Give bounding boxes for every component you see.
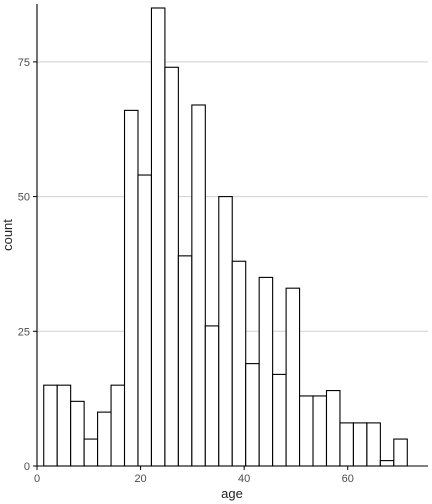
axes <box>36 4 428 467</box>
histogram-bar-4 <box>97 411 112 467</box>
histogram-bar-0 <box>43 384 58 467</box>
y-axis-title: count <box>0 219 15 251</box>
histogram-bar-22 <box>339 422 354 467</box>
histogram-bar-2 <box>70 400 85 467</box>
x-tick-label-60: 60 <box>342 473 354 485</box>
histogram-bar-15 <box>245 363 260 467</box>
histogram-bar-13 <box>218 196 233 467</box>
histogram-bars <box>43 7 408 467</box>
x-tick-label-40: 40 <box>238 473 250 485</box>
histogram-bar-20 <box>312 395 328 467</box>
y-tick-label-75: 75 <box>18 57 30 69</box>
histogram-bar-18 <box>285 287 301 467</box>
y-tick-label-0: 0 <box>24 461 30 473</box>
histogram-bar-11 <box>191 104 206 467</box>
histogram-bar-3 <box>83 438 99 467</box>
histogram-bar-12 <box>204 325 220 467</box>
histogram-bar-6 <box>123 109 139 467</box>
x-tick-label-0: 0 <box>34 473 40 485</box>
histogram-bar-23 <box>352 422 368 467</box>
histogram-bar-26 <box>393 438 408 467</box>
histogram-bar-10 <box>177 255 193 467</box>
histogram-bar-9 <box>164 66 179 467</box>
histogram-bar-17 <box>272 373 287 467</box>
histogram-bar-25 <box>379 460 395 467</box>
histogram-bar-1 <box>56 384 72 467</box>
x-axis-title: age <box>221 486 243 501</box>
x-tick-label-20: 20 <box>134 473 146 485</box>
histogram-bar-21 <box>325 390 341 467</box>
histogram-bar-7 <box>137 174 153 467</box>
axis-ticks: 0 20 40 60 0 25 50 75 <box>18 57 354 485</box>
histogram-bar-16 <box>258 276 274 467</box>
y-tick-label-50: 50 <box>18 192 30 204</box>
histogram-bar-8 <box>150 7 166 467</box>
y-tick-label-25: 25 <box>18 326 30 338</box>
histogram-bar-19 <box>299 395 314 467</box>
histogram-bar-5 <box>110 384 126 467</box>
histogram-bar-14 <box>231 260 247 467</box>
histogram-bar-24 <box>366 422 381 467</box>
